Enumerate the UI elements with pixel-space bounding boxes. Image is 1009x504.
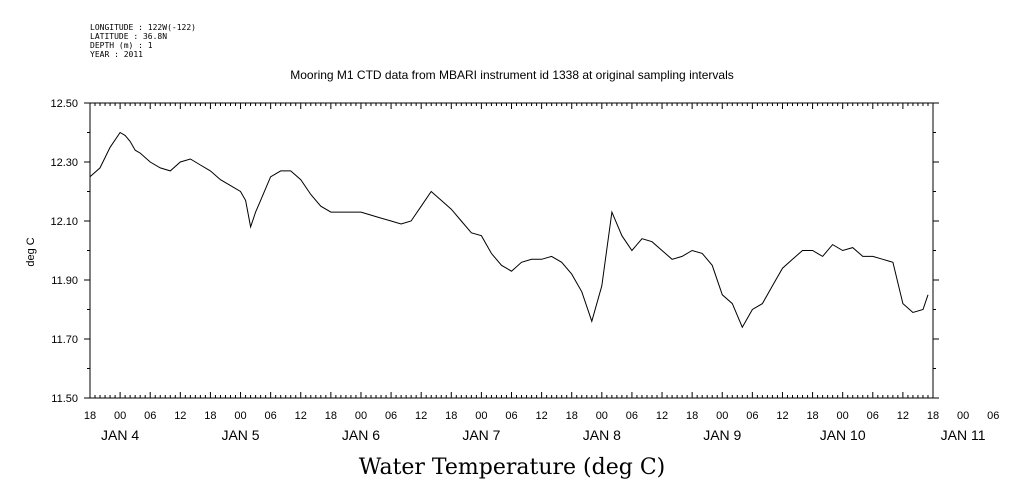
x-tick-label: 12 <box>897 410 909 422</box>
x-tick-label: 12 <box>535 410 547 422</box>
x-tick-label: 00 <box>837 410 849 422</box>
x-tick-label: 18 <box>566 410 578 422</box>
x-tick-label: 12 <box>295 410 307 422</box>
x-tick-label: 18 <box>686 410 698 422</box>
x-tick-label: 12 <box>174 410 186 422</box>
latitude-label: LATITUDE : 36.8N <box>90 32 167 41</box>
x-tick-label: 12 <box>776 410 788 422</box>
x-tick-label: 06 <box>505 410 517 422</box>
temperature-series-line <box>89 131 929 329</box>
x-tick-label: 18 <box>84 410 96 422</box>
year-label: YEAR : 2011 <box>90 50 143 59</box>
y-tick-label: 11.70 <box>51 334 78 346</box>
x-tick-label: 18 <box>445 410 457 422</box>
x-tick-label: 06 <box>385 410 397 422</box>
x-tick-label: 00 <box>596 410 608 422</box>
y-tick-label: 11.50 <box>51 393 78 405</box>
day-label: JAN 6 <box>342 427 380 443</box>
y-tick-label: 12.10 <box>50 216 78 228</box>
day-label: JAN 10 <box>820 427 866 443</box>
x-tick-label: 06 <box>144 410 156 422</box>
x-tick-label: 12 <box>415 410 427 422</box>
day-label: JAN 8 <box>583 427 621 443</box>
day-label: JAN 4 <box>101 427 139 443</box>
labels-layer: 11.50 11.70 11.90 12.10 12.30 12.50 18 00 06 12 18… <box>50 98 999 443</box>
y-tick-label: 12.50 <box>50 98 78 110</box>
x-tick-label: 12 <box>656 410 668 422</box>
depth-label: DEPTH (m) : 1 <box>90 41 153 50</box>
x-tick-label: 00 <box>234 410 246 422</box>
x-tick-label: 18 <box>806 410 818 422</box>
day-label: JAN 11 <box>941 427 986 443</box>
x-tick-label: 00 <box>957 410 969 422</box>
day-label: JAN 5 <box>221 427 259 443</box>
x-tick-label: 00 <box>716 410 728 422</box>
x-tick-label: 00 <box>355 410 367 422</box>
x-tick-label: 00 <box>114 410 126 422</box>
x-tick-label: 06 <box>626 410 638 422</box>
x-axis-label: Water Temperature (deg C) <box>359 455 666 480</box>
y-tick-label: 11.90 <box>51 275 78 287</box>
x-tick-label: 06 <box>987 410 999 422</box>
x-tick-label: 06 <box>746 410 758 422</box>
x-tick-label: 18 <box>927 410 939 422</box>
longitude-label: LONGITUDE : 122W(-122) <box>90 23 196 32</box>
day-label: JAN 7 <box>462 427 500 443</box>
x-tick-label: 18 <box>325 410 337 422</box>
y-tick-label: 12.30 <box>50 157 78 169</box>
x-tick-label: 06 <box>867 410 879 422</box>
day-label: JAN 9 <box>703 427 741 443</box>
series-layer <box>89 131 929 329</box>
x-tick-label: 00 <box>475 410 487 422</box>
x-tick-label: 06 <box>265 410 277 422</box>
chart-title: Mooring M1 CTD data from MBARI instrumen… <box>290 68 734 82</box>
ticks-layer <box>84 102 939 399</box>
x-tick-label: 18 <box>204 410 216 422</box>
y-axis-label: deg C <box>25 237 37 266</box>
